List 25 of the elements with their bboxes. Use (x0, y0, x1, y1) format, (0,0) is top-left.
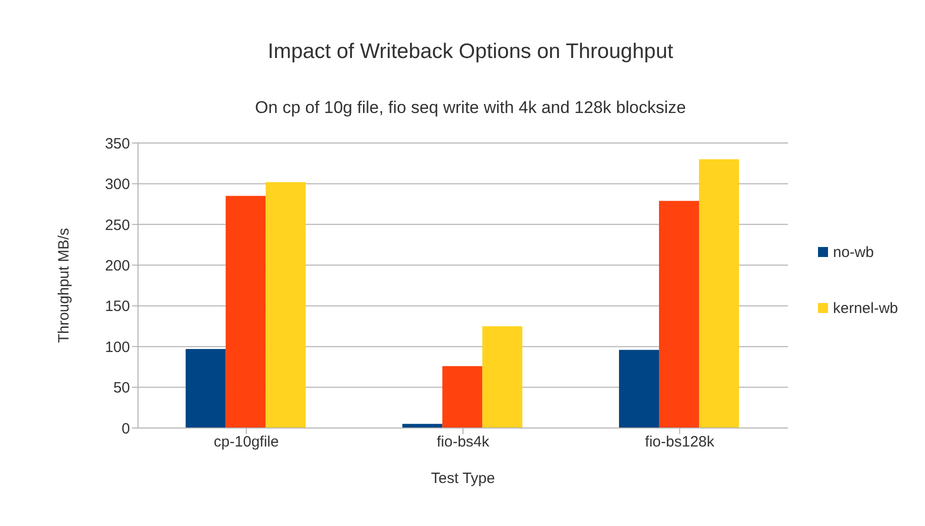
y-axis-title: Throughput MB/s (55, 228, 72, 344)
x-tick-label: fio-bs4k (436, 434, 490, 451)
bar (266, 182, 306, 428)
y-tick-label: 50 (113, 380, 130, 397)
x-tick-label: cp-10gfile (214, 434, 279, 451)
y-tick-label: 300 (104, 176, 130, 194)
y-tick-label: 0 (122, 420, 130, 438)
x-axis-title: Test Type (431, 470, 495, 487)
y-tick-label: 350 (104, 135, 130, 152)
bar (699, 159, 739, 428)
bar (659, 200, 699, 428)
chart-subtitle: On cp of 10g file, fio seq write with 4k and 128k blocksize (254, 98, 687, 118)
bar (482, 326, 522, 428)
bar (619, 350, 659, 428)
bar (226, 196, 266, 428)
chart-title: Impact of Writeback Options on Throughput (266, 40, 674, 64)
bar (186, 349, 226, 428)
y-tick-label: 250 (104, 216, 130, 234)
y-tick-label: 150 (104, 298, 130, 316)
y-tick-label: 100 (104, 338, 130, 356)
x-tick-label: fio-bs128k (645, 434, 715, 451)
legend-label: no-wb (833, 244, 874, 260)
bar (442, 366, 482, 428)
legend-label: kernel-wb (833, 300, 898, 316)
y-tick-label: 200 (104, 257, 130, 274)
